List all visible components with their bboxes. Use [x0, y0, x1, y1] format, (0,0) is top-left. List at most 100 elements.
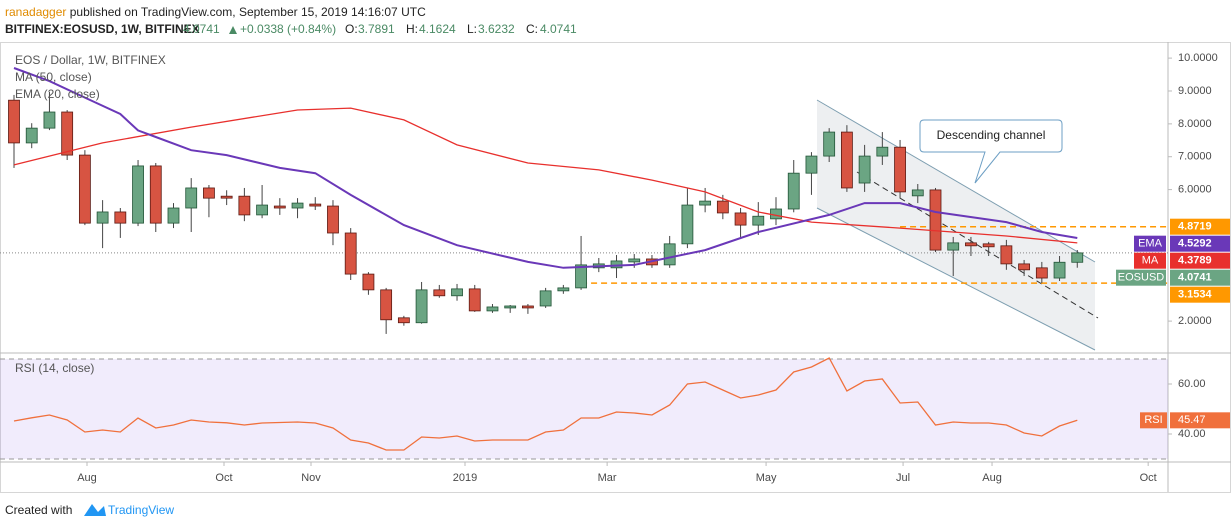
channel-mid — [856, 171, 1099, 319]
candle-body — [787, 172, 800, 210]
candle-body — [1071, 252, 1084, 263]
ohlc-value: 4.1624 — [419, 22, 456, 36]
marks: 2.0000 6.0000 7.0000 8.0000 9.0000 10.0000 40.… — [0, 52, 1230, 484]
rsi-line — [13, 357, 1078, 451]
candle-body — [504, 305, 517, 309]
channel-upper — [816, 99, 1096, 263]
tag-label-box — [1134, 235, 1166, 252]
tag-label: MA — [1142, 255, 1159, 267]
candle-body — [149, 165, 162, 224]
candle-body — [539, 290, 552, 307]
candle-body — [947, 242, 960, 251]
ohlc-value: 3.7891 — [358, 22, 395, 36]
tag-value: 4.3789 — [1178, 255, 1212, 267]
candle-body — [167, 207, 180, 224]
candle-body — [433, 289, 446, 297]
author[interactable]: ranadagger — [5, 5, 66, 19]
rsi-tick-label: 40.00 — [1178, 428, 1206, 440]
legend-ema: EMA (20, close) — [15, 87, 100, 101]
candle-body — [575, 264, 587, 289]
candle-body — [43, 111, 56, 129]
candle-body — [876, 146, 889, 157]
footer-created: Created with — [5, 503, 72, 517]
ohlc-value: 4.0741 — [540, 22, 577, 36]
ohlc-label: H: — [406, 22, 418, 36]
candle-body — [840, 131, 853, 189]
ma-line — [13, 107, 1078, 244]
publish-line: ranadagger published on TradingView.com,… — [5, 5, 426, 19]
tag-value: 4.0741 — [1178, 272, 1212, 284]
candle-body — [61, 111, 74, 156]
tag-label-box — [1134, 252, 1166, 269]
candle-body — [220, 195, 233, 199]
candle-body — [327, 205, 339, 234]
rsi-tag-label: RSI — [1144, 414, 1162, 426]
candle-body — [78, 154, 91, 224]
x-tick-label: Aug — [982, 472, 1002, 484]
frame — [0, 42, 1231, 493]
candle-body — [610, 260, 623, 269]
candle-body — [132, 165, 144, 224]
tag-label: EOSUSD — [1118, 272, 1165, 284]
candle-body — [699, 200, 712, 206]
candle-body — [752, 215, 765, 226]
ohlc-value: 3.6232 — [478, 22, 515, 36]
ohlc-label: C: — [526, 22, 538, 36]
tag-label-box — [1116, 269, 1166, 286]
tag-box — [1170, 286, 1230, 303]
candle-body — [681, 204, 694, 245]
candle-body — [397, 317, 410, 324]
rsi-band — [0, 359, 1168, 459]
candle-body — [451, 288, 463, 297]
x-tick-label: Nov — [301, 472, 321, 484]
x-tick-label: Oct — [1140, 472, 1157, 484]
candle-body — [380, 289, 393, 321]
candle-body — [309, 203, 322, 207]
channel-fill — [817, 100, 1095, 350]
candle-body — [770, 208, 782, 220]
candle-body — [344, 232, 357, 275]
candle-body — [8, 99, 20, 144]
y-tick-label: 9.0000 — [1178, 85, 1212, 97]
tag-value: 4.5292 — [1178, 238, 1212, 250]
y-tick-label: 10.0000 — [1178, 52, 1218, 64]
x-tick-label: 2019 — [453, 472, 477, 484]
candle-body — [468, 288, 481, 312]
y-tick-label: 8.0000 — [1178, 118, 1212, 130]
symbol: BITFINEX:EOSUSD, 1W, BITFINEX — [5, 22, 200, 36]
ma-line — [13, 67, 1078, 269]
candle-body — [557, 287, 570, 292]
published: published on TradingView.com, September … — [66, 5, 426, 19]
y-tick-label: 7.0000 — [1178, 151, 1212, 163]
candle-body — [185, 187, 198, 209]
footer-brand[interactable]: TradingView — [108, 503, 174, 517]
tag-label: EMA — [1138, 238, 1163, 250]
up-arrow — [229, 26, 237, 34]
candle-body — [823, 131, 836, 157]
x-tick-label: Mar — [598, 472, 617, 484]
candle-body — [25, 127, 38, 144]
candle-body — [1018, 263, 1031, 271]
legend-rsi: RSI (14, close) — [15, 361, 94, 375]
rsi-tick-label: 60.00 — [1178, 378, 1206, 390]
candle-body — [1035, 267, 1048, 279]
candle-body — [805, 155, 818, 174]
rsi-tag-box — [1170, 412, 1230, 429]
candle-body — [1053, 261, 1066, 279]
candle-body — [256, 204, 268, 216]
candle-body — [982, 243, 995, 248]
candle-body — [716, 200, 729, 214]
logo — [84, 504, 106, 516]
candle-body — [911, 189, 924, 197]
candle-body — [362, 273, 375, 291]
candle-body — [486, 306, 499, 312]
candle-body — [734, 212, 747, 226]
candle-body — [858, 155, 871, 184]
x-tick-label: Jul — [896, 472, 910, 484]
ohlc-label: O: — [345, 22, 358, 36]
ohlc-label: L: — [467, 22, 477, 36]
tag-value: 3.1534 — [1178, 289, 1213, 301]
change: +0.0338 (+0.84%) — [240, 22, 336, 36]
tag-box — [1170, 235, 1230, 252]
candle-body — [1000, 245, 1013, 265]
